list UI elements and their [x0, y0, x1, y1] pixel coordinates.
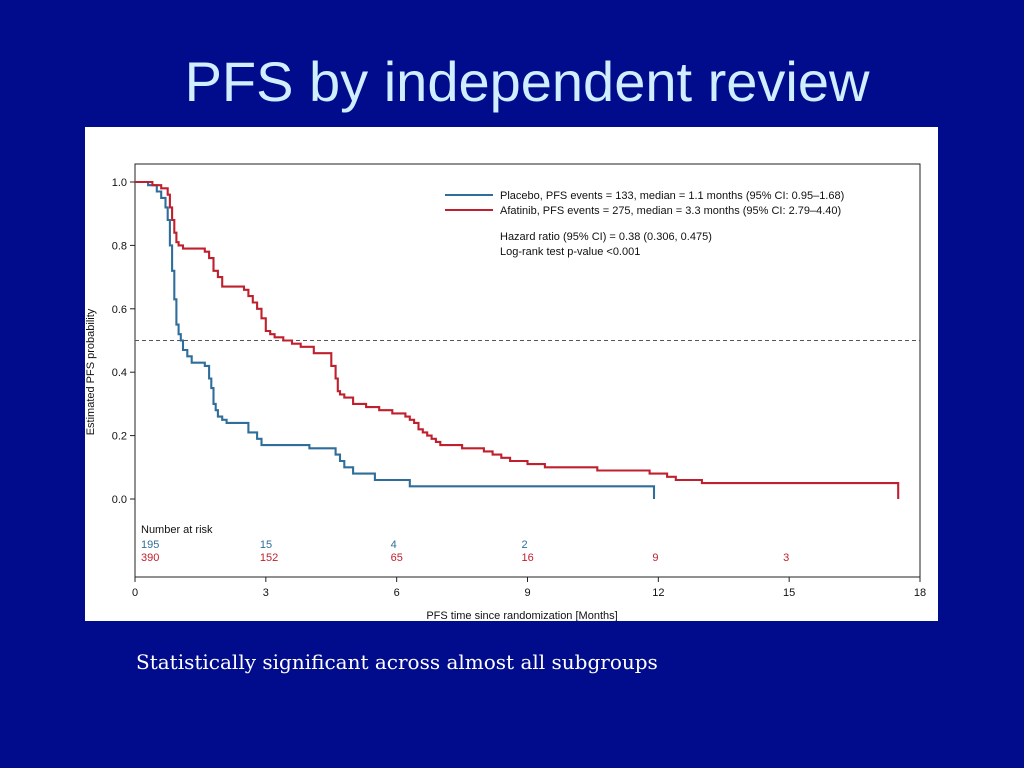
risk-value-placebo: 2	[522, 539, 528, 551]
risk-value-afatinib: 16	[522, 552, 534, 564]
x-tick-label: 18	[914, 587, 926, 599]
y-tick-label: 0.6	[112, 304, 127, 316]
y-tick-label: 0.4	[112, 367, 127, 379]
plot-frame	[134, 163, 921, 578]
risk-value-placebo: 4	[391, 539, 397, 551]
risk-value-afatinib: 9	[652, 552, 658, 564]
risk-value-afatinib: 390	[141, 552, 159, 564]
risk-value-afatinib: 65	[391, 552, 403, 564]
slide-caption: Statistically significant across almost …	[136, 650, 658, 674]
legend-label-placebo: Placebo, PFS events = 133, median = 1.1 …	[500, 190, 844, 202]
legend-label-afatinib: Afatinib, PFS events = 275, median = 3.3…	[500, 205, 841, 217]
x-tick-label: 9	[524, 587, 530, 599]
x-tick-label: 15	[783, 587, 795, 599]
x-tick-label: 3	[263, 587, 269, 599]
number-at-risk-table: Number at risk 195 15 4 2 390 152 65 16 9 3	[141, 524, 789, 564]
afatinib-curve	[135, 180, 900, 499]
slide-title: PFS by independent review	[184, 50, 870, 113]
log-rank-annotation: Log-rank test p-value <0.001	[500, 246, 640, 258]
km-chart: Placebo, PFS events = 133, median = 1.1 …	[85, 163, 926, 621]
placebo-curve	[135, 180, 656, 499]
y-tick-label: 0.8	[112, 240, 127, 252]
risk-value-placebo: 15	[260, 539, 272, 551]
y-tick-label: 0.2	[112, 431, 127, 443]
hazard-ratio-annotation: Hazard ratio (95% CI) = 0.38 (0.306, 0.4…	[500, 231, 712, 243]
risk-value-afatinib: 152	[260, 552, 278, 564]
risk-value-placebo: 195	[141, 539, 159, 551]
y-tick-label: 1.0	[112, 177, 127, 189]
y-tick-label: 0.0	[112, 494, 127, 506]
risk-value-afatinib: 3	[783, 552, 789, 564]
y-axis-label: Estimated PFS probability	[85, 308, 97, 435]
number-at-risk-title: Number at risk	[141, 524, 213, 536]
x-axis-label: PFS time since randomization [Months]	[426, 610, 617, 621]
x-tick-label: 12	[652, 587, 664, 599]
km-chart-panel: Placebo, PFS events = 133, median = 1.1 …	[85, 127, 938, 621]
x-tick-label: 6	[394, 587, 400, 599]
legend: Placebo, PFS events = 133, median = 1.1 …	[445, 190, 844, 258]
x-tick-label: 0	[132, 587, 138, 599]
